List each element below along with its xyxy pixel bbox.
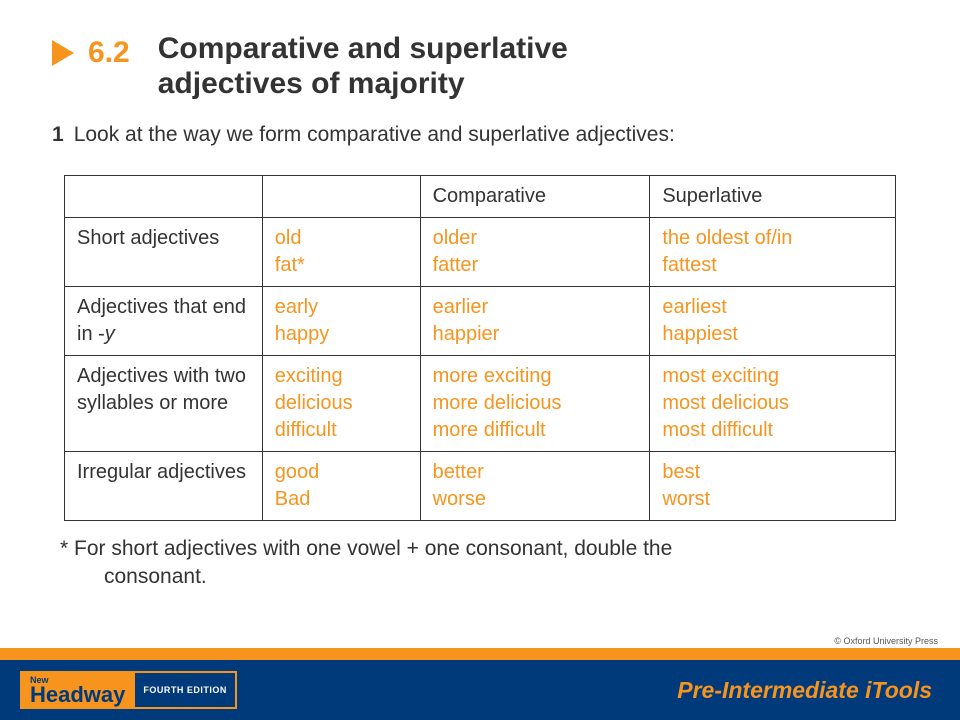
row-sup: earliesthappiest [650,287,896,356]
note-line-1: * For short adjectives with one vowel + … [60,537,672,560]
row-comp: earlierhappier [420,287,650,356]
note-line-2: consonant. [60,563,858,591]
row-base: excitingdeliciousdifficult [262,356,420,452]
logo-edition: FOURTH EDITION [135,671,237,709]
row-label: Irregular adjectives [65,452,263,521]
logo-left: New Headway [20,671,135,709]
table-row: Irregular adjectives goodBad betterworse… [65,452,896,521]
row-label: Short adjectives [65,218,263,287]
instruction-text: Look at the way we form comparative and … [74,123,675,146]
section-number: 6.2 [52,32,130,70]
row-base: earlyhappy [262,287,420,356]
footnote: * For short adjectives with one vowel + … [52,535,908,592]
table-header-row: Comparative Superlative [65,176,896,218]
row-sup: most excitingmost deliciousmost difficul… [650,356,896,452]
instruction: 1 Look at the way we form comparative and… [52,123,908,147]
table-row: Adjectives that end in -y earlyhappy ear… [65,287,896,356]
title-line-1: Comparative and superlative [158,32,568,65]
instruction-number: 1 [52,123,64,146]
col-comparative: Comparative [420,176,650,218]
header: 6.2 Comparative and superlative adjectiv… [52,32,908,101]
row-comp: betterworse [420,452,650,521]
footer-stripe [0,648,960,660]
row-label: Adjectives that end in -y [65,287,263,356]
logo-main: Headway [30,686,125,705]
triangle-icon [52,40,74,66]
col-0 [65,176,263,218]
col-superlative: Superlative [650,176,896,218]
copyright: © Oxford University Press [834,636,938,646]
section-number-text: 6.2 [88,36,130,70]
footer: New Headway FOURTH EDITION Pre-Intermedi… [0,648,960,720]
adjectives-table: Comparative Superlative Short adjectives… [64,175,896,521]
page-title: Comparative and superlative adjectives o… [158,32,568,101]
footer-main: New Headway FOURTH EDITION Pre-Intermedi… [0,660,960,720]
row-comp: olderfatter [420,218,650,287]
table-row: Adjectives with two syllables or more ex… [65,356,896,452]
product-name: Pre-Intermediate iTools [677,677,932,704]
row-label: Adjectives with two syllables or more [65,356,263,452]
col-1 [262,176,420,218]
title-line-2: adjectives of majority [158,67,465,100]
table-row: Short adjectives oldfat* olderfatter the… [65,218,896,287]
row-sup: bestworst [650,452,896,521]
row-sup: the oldest of/infattest [650,218,896,287]
row-base: oldfat* [262,218,420,287]
row-base: goodBad [262,452,420,521]
row-comp: more excitingmore deliciousmore difficul… [420,356,650,452]
headway-logo: New Headway FOURTH EDITION [20,671,237,709]
